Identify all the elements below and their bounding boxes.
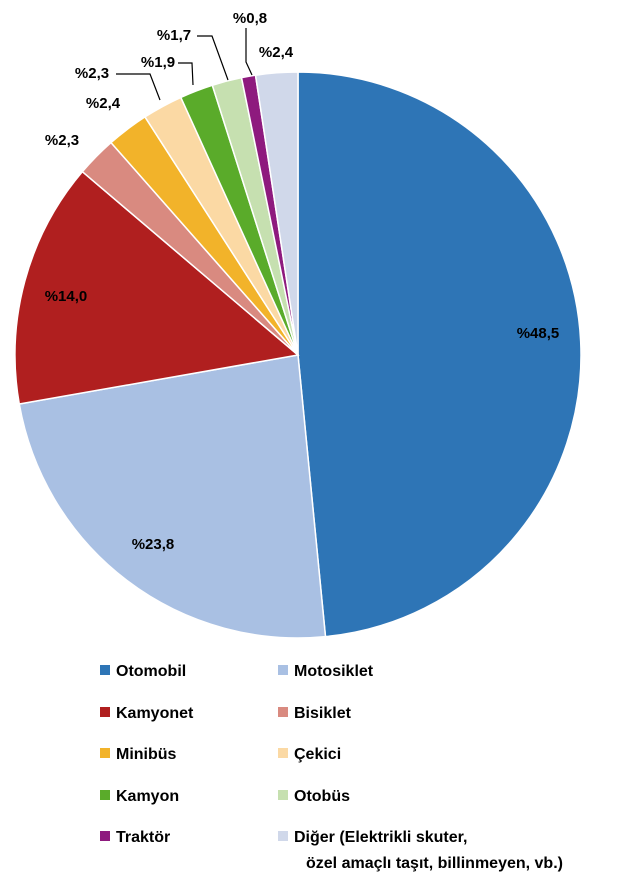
pie-slice-motosiklet xyxy=(18,354,327,639)
legend-item-bisiklet: Bisiklet xyxy=(278,705,352,722)
legend-item-diger-elektrikli-skuter: Diğer (Elektrikli skuter, özel amaçlı taş… xyxy=(278,829,563,872)
legend-label-bisiklet: Bisiklet xyxy=(294,705,352,722)
legend-swatch-otobus xyxy=(278,790,288,800)
data-label-cekici: %2,3 xyxy=(75,65,109,82)
data-label-kamyon: %1,9 xyxy=(141,54,175,71)
legend-label-traktor: Traktör xyxy=(116,829,170,846)
legend-item-motosiklet: Motosiklet xyxy=(278,663,374,680)
leader-line-cekici xyxy=(116,73,161,101)
leader-line-kamyon xyxy=(178,62,194,86)
legend-swatch-motosiklet xyxy=(278,665,288,675)
data-label-minibus: %2,4 xyxy=(86,95,121,112)
legend-label-kamyon: Kamyon xyxy=(116,788,179,805)
legend-item-otobus: Otobüs xyxy=(278,788,350,805)
legend-item-cekici: Çekici xyxy=(278,746,341,763)
legend-label-otobus: Otobüs xyxy=(294,788,350,805)
legend-swatch-kamyonet xyxy=(100,707,110,717)
legend-item-minibus: Minibüs xyxy=(100,746,177,763)
leader-lines xyxy=(116,28,253,101)
legend-label-diger-elektrikli-skuter: Diğer (Elektrikli skuter, xyxy=(294,829,467,846)
legend-item-kamyonet: Kamyonet xyxy=(100,705,194,722)
legend-label-kamyonet: Kamyonet xyxy=(116,705,194,722)
legend-item-otomobil: Otomobil xyxy=(100,663,186,680)
legend-swatch-bisiklet xyxy=(278,707,288,717)
pie-slice-kamyonet xyxy=(14,170,300,405)
slice-labels: %48,5 %23,8 %14,0 %2,3 %2,4 %2,3 %1,9 %1,7 %0,8%… xyxy=(45,10,560,553)
legend-label-minibus: Minibüs xyxy=(116,746,177,763)
pie-slices xyxy=(14,71,582,639)
data-label-bisiklet: %2,3 xyxy=(45,132,79,149)
legend-label-otomobil: Otomobil xyxy=(116,663,186,680)
legend-swatch-diger-elektrikli-skuter xyxy=(278,831,288,841)
legend-swatch-cekici xyxy=(278,748,288,758)
data-label-otomobil: %48,5 xyxy=(517,325,560,342)
legend-item-kamyon: Kamyon xyxy=(100,788,179,805)
pie-slice-otomobil xyxy=(297,71,582,638)
legend-swatch-kamyon xyxy=(100,790,110,800)
legend: Otomobil Motosiklet Kamyonet Bisiklet Minibü… xyxy=(100,663,563,872)
legend-label-line2-diger-elektrikli-skuter: özel amaçlı taşıt, billinmeyen, vb.) xyxy=(306,855,563,872)
data-label-kamyonet: %14,0 xyxy=(45,288,88,305)
legend-swatch-minibus xyxy=(100,748,110,758)
data-label-motosiklet: %23,8 xyxy=(132,536,175,553)
data-label-diger-elektrikli-skuter: %2,4 xyxy=(259,44,294,61)
leader-line-otobus xyxy=(197,35,229,81)
legend-swatch-otomobil xyxy=(100,665,110,675)
leader-line-traktor xyxy=(245,28,253,76)
legend-swatch-traktor xyxy=(100,831,110,841)
legend-item-traktor: Traktör xyxy=(100,829,170,846)
data-label-traktor: %0,8 xyxy=(233,10,267,27)
data-label-otobus: %1,7 xyxy=(157,27,191,44)
legend-label-motosiklet: Motosiklet xyxy=(294,663,374,680)
legend-label-cekici: Çekici xyxy=(294,746,341,763)
pie-slice-diger-elektrikli-skuter xyxy=(254,71,299,356)
